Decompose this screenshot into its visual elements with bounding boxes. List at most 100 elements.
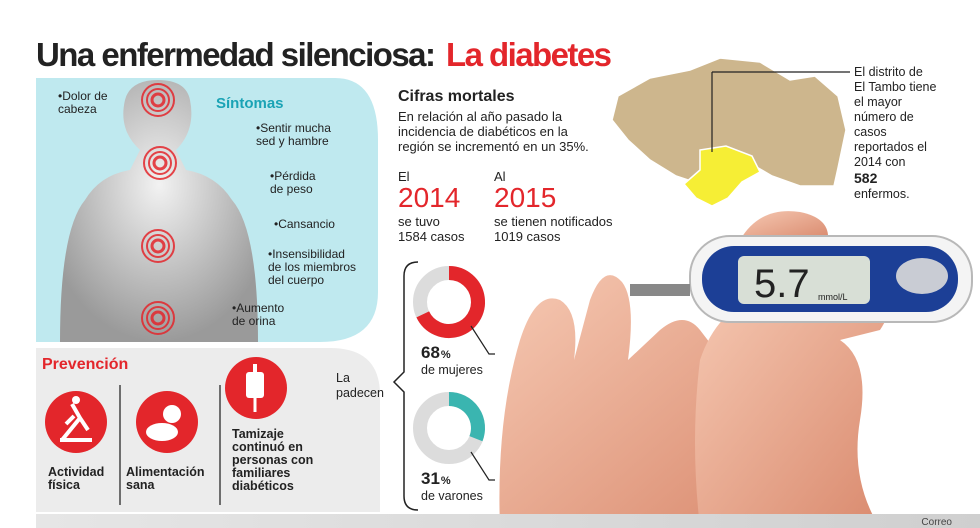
year-detail: se tuvo bbox=[398, 214, 440, 229]
map-note-text: casos bbox=[854, 125, 887, 139]
prevention-text: Alimentación bbox=[126, 465, 205, 479]
donut-unit: % bbox=[441, 349, 451, 361]
prevention-heading: Prevención bbox=[42, 356, 128, 373]
target-ring bbox=[146, 88, 170, 112]
donut-unit: % bbox=[441, 475, 451, 487]
glucometer-photo: 5.7 mmol/L bbox=[499, 211, 973, 528]
prevention-text: personas con bbox=[232, 453, 313, 467]
symptom-text: sed y hambre bbox=[256, 134, 329, 148]
stats: Cifras mortales En relación al año pasad… bbox=[398, 88, 613, 244]
meter-buttons bbox=[896, 258, 948, 294]
meter-display bbox=[738, 256, 870, 304]
body-shape bbox=[60, 80, 258, 342]
thumb bbox=[740, 211, 829, 240]
donut-caption: padecen bbox=[336, 386, 384, 400]
symptom-text: •Aumento bbox=[232, 301, 285, 315]
donut-arc bbox=[416, 266, 485, 338]
footer-bar bbox=[36, 514, 980, 528]
year-detail: se tienen notificados bbox=[494, 214, 613, 229]
icon-glyph bbox=[246, 372, 264, 398]
symptom-text: •Dolor de bbox=[58, 89, 108, 103]
donut-pointer bbox=[470, 451, 495, 481]
symptom-text: de orina bbox=[232, 314, 276, 328]
target-ring bbox=[143, 146, 177, 180]
target-ring bbox=[141, 229, 175, 263]
icon-glyph bbox=[146, 423, 178, 441]
prevention-text: familiares bbox=[232, 466, 290, 480]
prevention-text: diabéticos bbox=[232, 479, 294, 493]
year: 2014 bbox=[398, 182, 460, 213]
map-note-text: el mayor bbox=[854, 95, 902, 109]
title-main: Una enfermedad silenciosa: bbox=[36, 36, 436, 73]
symptom-text: de peso bbox=[270, 182, 313, 196]
body-figure bbox=[60, 80, 258, 342]
symptom-text: •Insensibilidad bbox=[268, 247, 345, 261]
map-note-text: reportados el bbox=[854, 140, 927, 154]
map-pointer bbox=[711, 71, 850, 152]
year-detail: 1019 casos bbox=[494, 229, 561, 244]
map-note-count: 582 bbox=[854, 170, 878, 186]
donut-value: 31 bbox=[421, 469, 440, 488]
icon-glyph bbox=[163, 405, 181, 423]
icon-activity bbox=[45, 391, 107, 453]
donut-arc bbox=[448, 392, 485, 442]
map-note-text: El Tambo tiene bbox=[854, 80, 937, 94]
map-note-suffix: enfermos. bbox=[854, 187, 910, 201]
target-ring bbox=[146, 306, 170, 330]
test-strip bbox=[630, 284, 690, 296]
target-ring bbox=[150, 238, 166, 254]
symptom-text: de los miembros bbox=[268, 260, 356, 274]
icon-test bbox=[225, 357, 287, 419]
symptoms-heading: Síntomas bbox=[216, 95, 284, 112]
prevention-text: sana bbox=[126, 478, 156, 492]
year-prefix: El bbox=[398, 169, 410, 184]
target-ring bbox=[150, 310, 166, 326]
year: 2015 bbox=[494, 182, 556, 213]
icon-circle bbox=[136, 391, 198, 453]
donut-label: de mujeres bbox=[421, 363, 483, 377]
donut-caption: La bbox=[336, 371, 350, 385]
title-highlight: La diabetes bbox=[446, 36, 612, 73]
target-ring bbox=[150, 92, 166, 108]
right-hand bbox=[695, 280, 890, 528]
target-ring bbox=[146, 234, 170, 258]
symptom-text: del cuerpo bbox=[268, 273, 324, 287]
map-el-tambo bbox=[682, 145, 761, 207]
year-prefix: Al bbox=[494, 169, 506, 184]
meter-reading: 5.7 bbox=[754, 262, 810, 306]
icon-glyph bbox=[60, 403, 92, 442]
target-markers bbox=[141, 83, 177, 335]
prevention-text: física bbox=[48, 478, 81, 492]
donut-label: de varones bbox=[421, 489, 483, 503]
prevention-text: Actividad bbox=[48, 465, 104, 479]
year-detail: 1584 casos bbox=[398, 229, 465, 244]
symptom-text: cabeza bbox=[58, 102, 97, 116]
stats-heading: Cifras mortales bbox=[398, 88, 515, 105]
source: Correo bbox=[921, 517, 952, 528]
target-ring bbox=[148, 151, 172, 175]
prevention-text: Tamizaje bbox=[232, 427, 284, 441]
target-ring bbox=[141, 301, 175, 335]
map-region bbox=[611, 57, 847, 187]
meter-unit: mmol/L bbox=[818, 292, 848, 302]
map-note-text: El distrito de bbox=[854, 65, 923, 79]
symptom-text: •Cansancio bbox=[274, 217, 335, 231]
donut-value: 68 bbox=[421, 343, 440, 362]
icon-food bbox=[136, 391, 198, 453]
symptom-text: •Sentir mucha bbox=[256, 121, 331, 135]
donut-pointer bbox=[470, 325, 495, 355]
target-ring bbox=[141, 83, 175, 117]
target-ring bbox=[152, 155, 168, 171]
prevention-text: continuó en bbox=[232, 440, 303, 454]
map-note-text: 2014 con bbox=[854, 155, 905, 169]
bracket bbox=[392, 261, 419, 511]
